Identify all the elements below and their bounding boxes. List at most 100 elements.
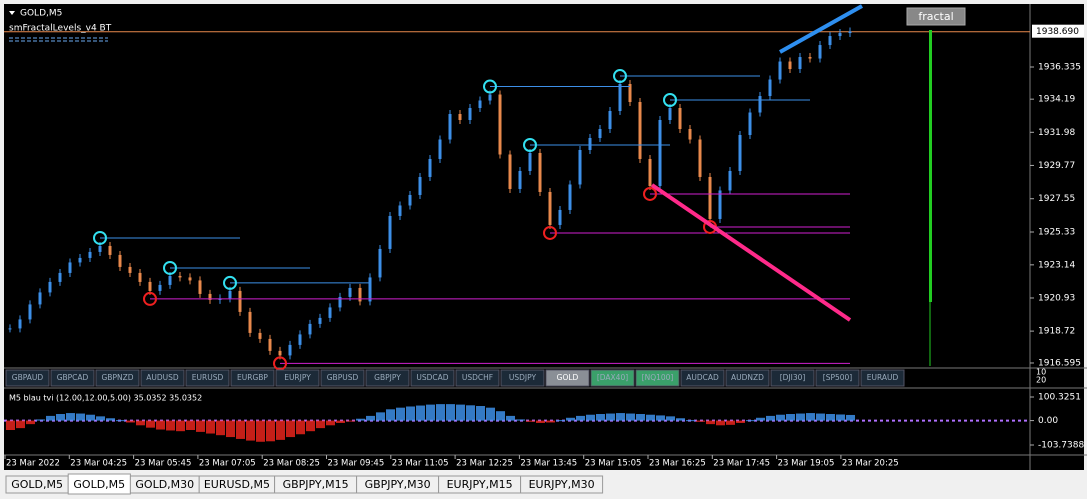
candle-body: [548, 191, 552, 225]
oscillator-bar: [96, 416, 105, 421]
oscillator-bar: [26, 420, 35, 425]
x-tick-label: 23 Mar 07:05: [199, 459, 256, 469]
symbol-button-label[interactable]: USDJPY: [509, 373, 537, 382]
candle-body: [758, 96, 762, 113]
oscillator-bar: [716, 420, 725, 426]
oscillator-bar: [466, 405, 475, 421]
symbol-button[interactable]: [365, 369, 410, 387]
symbol-button[interactable]: [320, 369, 365, 387]
menu-arrow[interactable]: [9, 11, 15, 15]
candle-body: [38, 292, 42, 305]
symbol-button[interactable]: [635, 369, 680, 387]
symbol-button[interactable]: [815, 369, 860, 387]
y-tick-label: -103.7388: [1038, 440, 1084, 450]
symbol-button[interactable]: [545, 369, 590, 387]
symbol-button-label[interactable]: EURAUD: [867, 373, 899, 382]
tab-label[interactable]: EURUSD,M5: [204, 478, 270, 491]
symbol-button[interactable]: [140, 369, 185, 387]
symbol-button[interactable]: [590, 369, 635, 387]
oscillator-bar: [556, 420, 565, 422]
symbol-button-label[interactable]: [DAX40]: [597, 373, 628, 382]
symbol-button[interactable]: [5, 369, 50, 387]
symbol-button[interactable]: [770, 369, 815, 387]
oscillator-bar: [376, 412, 385, 421]
symbol-button-label[interactable]: GBPJPY: [374, 373, 401, 382]
tab-label[interactable]: GOLD,M30: [135, 478, 194, 491]
symbol-button-label[interactable]: EURGBP: [237, 373, 268, 382]
up-fractal: [223, 275, 237, 290]
symbol-button[interactable]: [230, 369, 275, 387]
symbol-button[interactable]: [680, 369, 725, 387]
oscillator-bar: [46, 415, 55, 421]
tab-label[interactable]: GBPJPY,M15: [283, 478, 349, 491]
tab-label[interactable]: EURJPY,M15: [447, 478, 513, 491]
tab-label[interactable]: GOLD,M5: [11, 478, 63, 491]
symbol-button-label[interactable]: [NQ100]: [642, 373, 674, 382]
symbol-button-label[interactable]: USDCHF: [462, 373, 493, 382]
x-tick-label: 23 Mar 11:05: [392, 459, 449, 469]
candle-body: [508, 154, 512, 189]
candle-body: [288, 344, 292, 356]
symbol-button-label[interactable]: [DJI30]: [780, 373, 806, 382]
symbol-button[interactable]: [50, 369, 95, 387]
symbol-button-label[interactable]: GBPAUD: [12, 373, 44, 382]
symbol-button-label[interactable]: [SP500]: [823, 373, 853, 382]
symbol-button[interactable]: [275, 369, 320, 387]
candle-body: [148, 281, 152, 291]
x-tick-label: 23 Mar 17:45: [713, 459, 770, 469]
candle-body: [488, 94, 492, 101]
down-fractal: [143, 291, 157, 306]
oscillator-bar: [606, 413, 615, 421]
symbol-button[interactable]: [500, 369, 545, 387]
oscillator-bar: [626, 413, 635, 421]
symbol-button-label[interactable]: AUDNZD: [731, 373, 764, 382]
symbol-button[interactable]: [410, 369, 455, 387]
candle-body: [358, 287, 362, 302]
candle-body: [128, 266, 132, 273]
oscillator-bar: [256, 420, 265, 442]
symbol-button-label[interactable]: GOLD: [557, 373, 579, 382]
symbol-button-label[interactable]: AUDUSD: [146, 373, 179, 382]
candle-body: [68, 262, 72, 273]
symbol-button-label[interactable]: GBPUSD: [327, 373, 359, 382]
signal-bar: [929, 30, 932, 302]
tab-label[interactable]: EURJPY,M30: [529, 478, 595, 491]
candle-body: [418, 176, 422, 195]
candle-body: [58, 272, 62, 282]
oscillator-bar: [36, 419, 45, 421]
trend-line: [779, 4, 863, 54]
candle-body: [668, 108, 672, 121]
tab[interactable]: [520, 475, 604, 494]
candle-body: [8, 328, 12, 330]
symbol-button-label[interactable]: EURJPY: [284, 373, 311, 382]
symbol-button[interactable]: [860, 369, 905, 387]
symbol-button-label[interactable]: EURUSD: [192, 373, 224, 382]
candle-body: [798, 57, 802, 70]
symbol-button[interactable]: [725, 369, 770, 387]
oscillator-bar: [666, 416, 675, 421]
fractal-button-label[interactable]: fractal: [918, 10, 953, 23]
tab-label[interactable]: GBPJPY,M30: [365, 478, 431, 491]
oscillator-bar: [186, 420, 195, 431]
symbol-button-label[interactable]: AUDCAD: [686, 373, 719, 382]
fractal-button[interactable]: [906, 7, 966, 26]
tab-label[interactable]: GOLD,M5: [73, 478, 125, 491]
y-tick-label: 1931.98: [1038, 128, 1075, 138]
current-price-label: 1938.690: [1036, 27, 1079, 37]
chart-bg: [4, 4, 1084, 470]
candle-body: [838, 33, 842, 37]
candle-body: [428, 158, 432, 177]
oscillator-bar: [636, 414, 645, 421]
candle-body: [188, 277, 192, 281]
candle-body: [198, 280, 202, 294]
symbol-button[interactable]: [95, 369, 140, 387]
candle-body: [178, 275, 182, 278]
symbol-button-label[interactable]: GBPCAD: [57, 373, 89, 382]
price-layer: [4, 27, 1030, 371]
candle-body: [278, 350, 282, 356]
symbol-button[interactable]: [185, 369, 230, 387]
candle-body: [108, 245, 112, 255]
symbol-button[interactable]: [455, 369, 500, 387]
symbol-button-label[interactable]: GBPNZD: [101, 373, 133, 382]
symbol-button-label[interactable]: USDCAD: [416, 373, 448, 382]
